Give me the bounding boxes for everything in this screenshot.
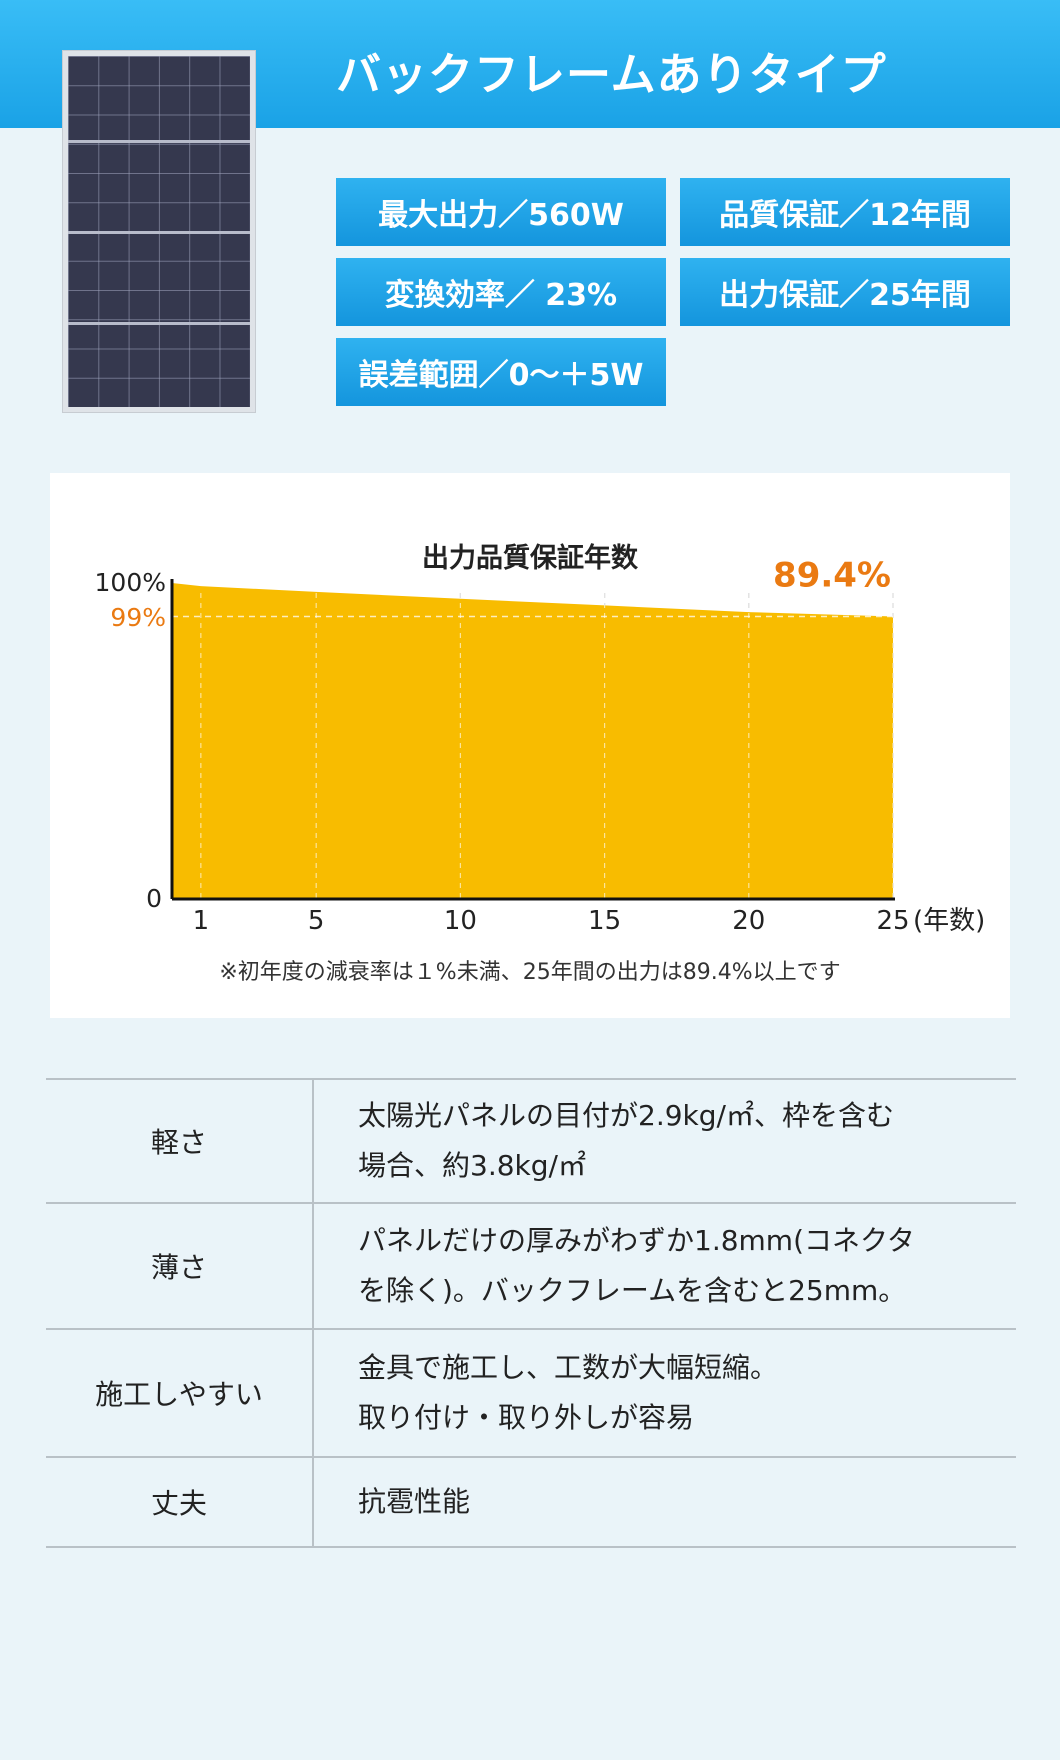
panel-divider	[68, 231, 250, 234]
end-value-label: 89.4%	[773, 555, 891, 595]
row-label-thinness: 薄さ	[46, 1204, 314, 1328]
panel-divider	[68, 140, 250, 143]
table-row: 薄さ パネルだけの厚みがわずか1.8mm(コネクタ を除く)。バックフレームを含…	[46, 1202, 1016, 1328]
table-row: 施工しやすい 金具で施工し、工数が大幅短縮。 取り付け・取り外しが容易	[46, 1328, 1016, 1456]
row-label-easy-install: 施工しやすい	[46, 1330, 314, 1456]
x-tick-label: 5	[308, 906, 325, 936]
x-unit-label: (年数)	[913, 906, 985, 936]
area-series	[172, 583, 893, 899]
chart-footnote: ※初年度の減衰率は１%未満、25年間の出力は89.4%以上です	[219, 960, 840, 985]
x-tick-label: 15	[588, 906, 621, 936]
row-value-line: パネルだけの厚みがわずか1.8mm(コネクタ	[358, 1224, 915, 1257]
panel-cells	[68, 56, 250, 407]
spec-quality-warranty: 品質保証／12年間	[680, 178, 1010, 246]
row-label-lightness: 軽さ	[46, 1080, 314, 1202]
y-tick-label-top: 100%	[95, 568, 166, 597]
spec-conversion-efficiency: 変換効率／ 23%	[336, 258, 666, 326]
solar-panel-image	[62, 50, 256, 413]
table-row: 丈夫 抗雹性能	[46, 1456, 1016, 1548]
row-value-line: 場合、約3.8kg/㎡	[358, 1149, 586, 1182]
x-tick-label: 25	[876, 906, 909, 936]
row-label-durability: 丈夫	[46, 1458, 314, 1546]
row-value-line: 太陽光パネルの目付が2.9kg/㎡、枠を含む	[358, 1099, 894, 1132]
row-value-line: を除く)。バックフレームを含むと25mm。	[358, 1274, 907, 1307]
chart-card: 出力品質保証年数 1 5 10 15 20 25 100% 99% 0 89.4% (年数…	[50, 473, 1010, 1018]
y-tick-label-zero: 0	[146, 884, 162, 913]
output-warranty-chart: 出力品質保証年数 1 5 10 15 20 25 100% 99% 0 89.4% (年数…	[95, 542, 986, 985]
spec-tolerance: 誤差範囲／0〜＋5W	[336, 338, 666, 406]
feature-table: 軽さ 太陽光パネルの目付が2.9kg/㎡、枠を含む 場合、約3.8kg/㎡ 薄さ…	[46, 1078, 1016, 1548]
panel-divider	[68, 322, 250, 325]
table-row: 軽さ 太陽光パネルの目付が2.9kg/㎡、枠を含む 場合、約3.8kg/㎡	[46, 1078, 1016, 1202]
row-value-easy-install: 金具で施工し、工数が大幅短縮。 取り付け・取り外しが容易	[358, 1330, 998, 1456]
row-value-line: 抗雹性能	[358, 1485, 471, 1518]
chart-title: 出力品質保証年数	[422, 542, 639, 574]
spec-max-output: 最大出力／560W	[336, 178, 666, 246]
row-value-lightness: 太陽光パネルの目付が2.9kg/㎡、枠を含む 場合、約3.8kg/㎡	[358, 1080, 998, 1202]
row-value-line: 取り付け・取り外しが容易	[358, 1401, 695, 1434]
y-highlight-label: 99%	[110, 603, 166, 632]
row-value-line: 金具で施工し、工数が大幅短縮。	[358, 1351, 779, 1384]
x-tick-label: 1	[193, 906, 210, 936]
x-tick-label: 20	[732, 906, 765, 936]
row-value-thinness: パネルだけの厚みがわずか1.8mm(コネクタ を除く)。バックフレームを含むと2…	[358, 1204, 998, 1328]
page-title: バックフレームありタイプ	[336, 48, 887, 101]
row-value-durability: 抗雹性能	[358, 1458, 998, 1546]
spec-output-warranty: 出力保証／25年間	[680, 258, 1010, 326]
x-tick-label: 10	[444, 906, 477, 936]
